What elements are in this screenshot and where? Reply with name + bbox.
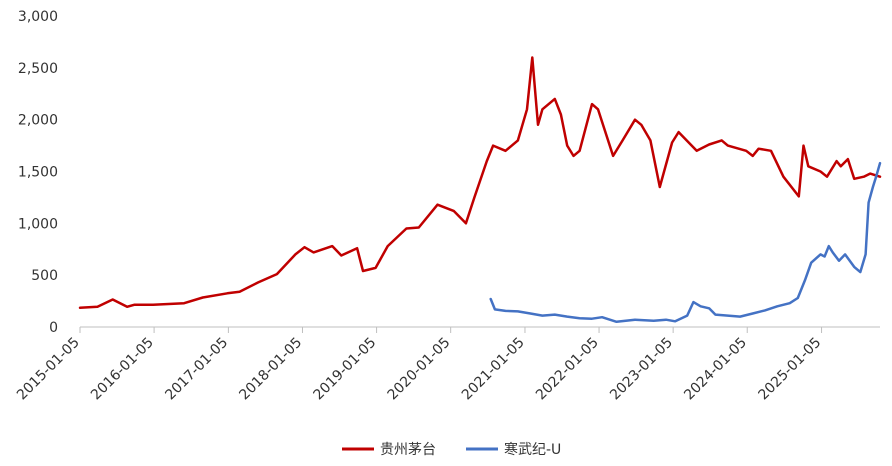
x-tick-label: 2015-01-05 <box>14 335 83 404</box>
x-tick-label: 2020-01-05 <box>385 335 454 404</box>
y-tick-label: 2,500 <box>18 61 58 77</box>
x-tick-label: 2021-01-05 <box>459 335 528 404</box>
legend-label: 寒武纪-U <box>504 441 561 458</box>
x-tick-label: 2016-01-05 <box>88 335 157 404</box>
legend-label: 贵州茅台 <box>380 442 436 458</box>
x-tick-label: 2022-01-05 <box>533 335 602 404</box>
x-tick-label: 2025-01-05 <box>756 335 825 404</box>
y-tick-label: 500 <box>31 268 58 284</box>
series-line-2 <box>489 161 882 324</box>
x-axis: 2015-01-05 2016-01-05 2017-01-05 2018-01-05… <box>14 326 880 404</box>
y-tick-label: 2,000 <box>18 113 58 129</box>
legend: 贵州茅台 寒武纪-U <box>342 441 561 458</box>
x-tick-label: 2023-01-05 <box>607 335 676 404</box>
x-tick-label: 2017-01-05 <box>162 335 231 404</box>
y-tick-label: 3,000 <box>18 9 58 25</box>
x-tick-label: 2018-01-05 <box>236 335 305 404</box>
y-tick-label: 1,500 <box>18 165 58 181</box>
y-tick-label: 1,000 <box>18 216 58 232</box>
y-axis: 0 500 1,000 1,500 2,000 2,500 3,000 <box>18 9 58 336</box>
y-tick-label: 0 <box>49 320 58 336</box>
x-tick-label: 2019-01-05 <box>311 335 380 404</box>
series-line-1 <box>78 56 882 310</box>
series-layer <box>78 56 882 324</box>
x-tick-label: 2024-01-05 <box>681 335 750 404</box>
